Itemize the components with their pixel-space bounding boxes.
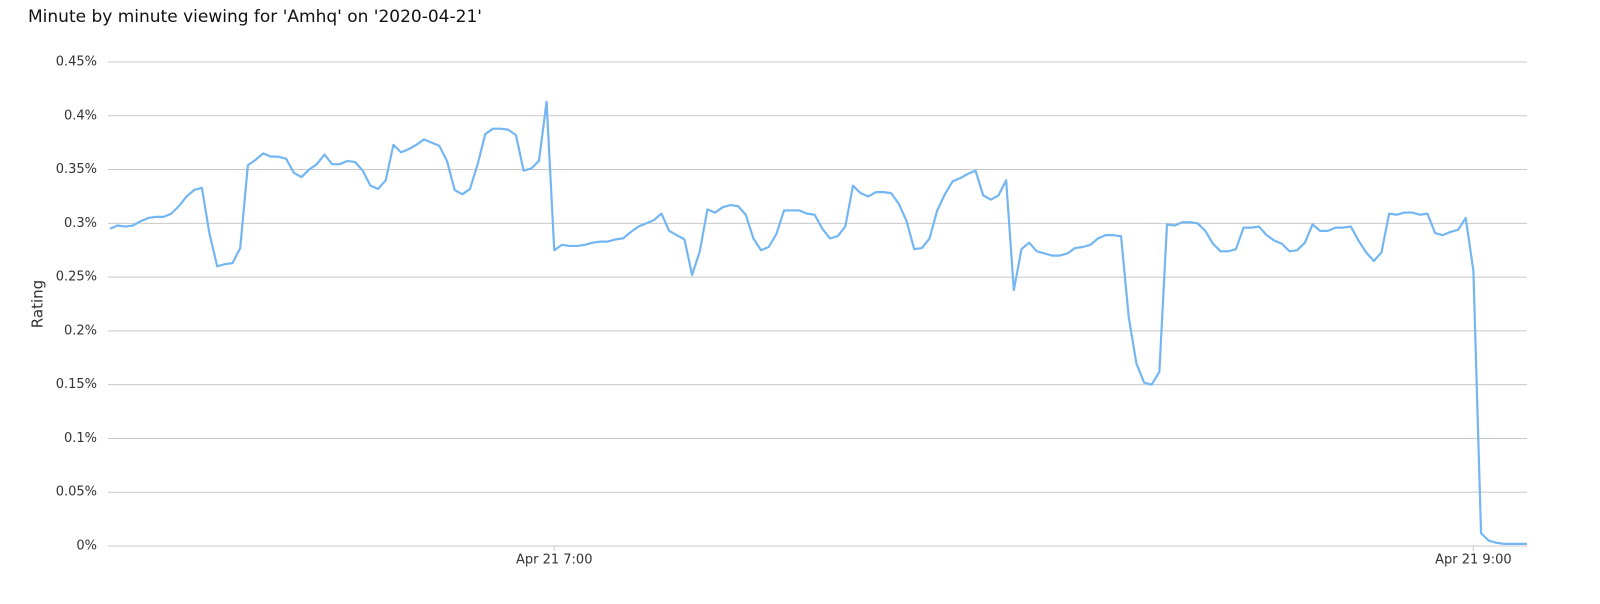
chart-title: Minute by minute viewing for 'Amhq' on '… <box>28 7 482 27</box>
y-tick-label: 0.1% <box>64 431 97 446</box>
x-tick-label: Apr 21 7:00 <box>516 553 593 568</box>
data-line <box>109 100 1527 545</box>
y-tick-label: 0.25% <box>56 270 97 285</box>
y-tick-label: 0.15% <box>56 377 97 392</box>
y-tick-label: 0.3% <box>64 216 97 231</box>
y-tick-label: 0.45% <box>56 55 97 70</box>
y-tick-label: 0.35% <box>56 162 97 177</box>
y-tick-label: 0% <box>76 539 97 554</box>
y-tick-label: 0.2% <box>64 323 97 338</box>
x-tick-label: Apr 21 9:00 <box>1435 553 1512 568</box>
y-axis-label: Rating <box>29 280 47 328</box>
y-tick-label: 0.05% <box>56 485 97 500</box>
y-tick-label: 0.4% <box>64 108 97 123</box>
